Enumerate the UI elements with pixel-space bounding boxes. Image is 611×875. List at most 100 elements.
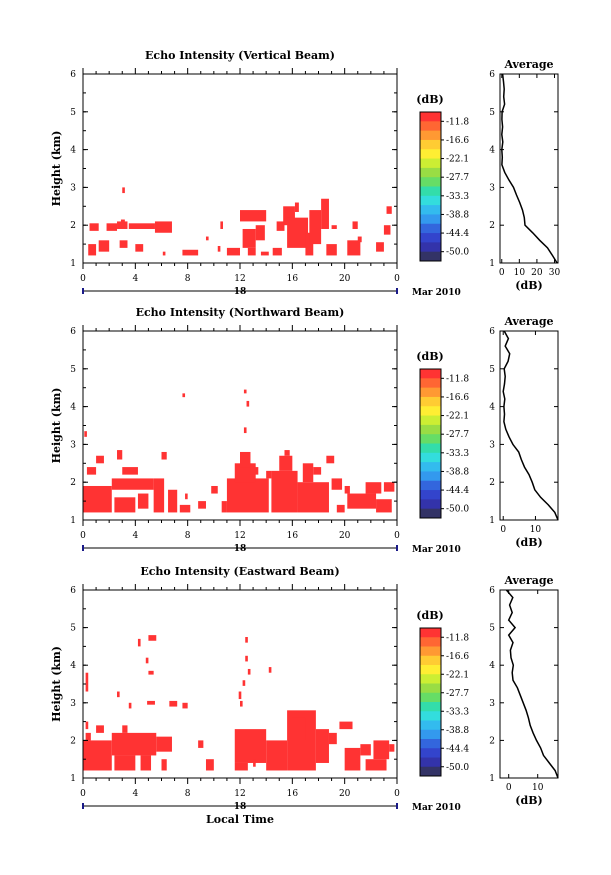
echo-cell	[89, 223, 99, 231]
echo-cell	[383, 482, 395, 492]
average-frame	[499, 330, 559, 521]
echo-cell	[240, 210, 267, 222]
echo-cell	[246, 400, 250, 407]
echo-cell	[365, 759, 387, 771]
average-y-tick-label: 6	[489, 586, 495, 596]
x-tick-label: 16	[287, 531, 299, 541]
echo-cell	[205, 759, 214, 771]
echo-cell	[198, 501, 206, 509]
y-tick-label: 5	[70, 365, 76, 375]
average-y-tick-label: 5	[489, 365, 495, 375]
colorbar-tick-label: -44.4	[446, 486, 469, 496]
echo-cell	[247, 247, 256, 256]
echo-cell	[309, 210, 322, 245]
colorbar-frame	[419, 111, 442, 262]
x-tick-label: 0	[394, 531, 400, 541]
average-title: Average	[503, 58, 553, 71]
colorbar-swatch	[420, 223, 441, 234]
echo-cell	[154, 221, 172, 233]
colorbar-swatch	[420, 233, 441, 243]
echo-cell	[217, 245, 221, 252]
average-title: Average	[503, 574, 553, 587]
echo-cell	[302, 463, 314, 483]
colorbar-tick-label: -16.6	[446, 136, 469, 146]
echo-cell	[373, 740, 390, 760]
colorbar-swatch	[420, 387, 441, 398]
echo-cell	[135, 244, 144, 252]
echo-cell	[122, 467, 138, 475]
y-tick-label: 6	[70, 70, 76, 80]
colorbar-tick-label: -11.8	[446, 633, 469, 643]
average-x-label: (dB)	[515, 536, 542, 549]
colorbar-swatch	[420, 186, 441, 197]
echo-cell	[114, 497, 136, 513]
y-tick-label: 1	[70, 774, 76, 784]
average-y-tick-label: 1	[489, 259, 495, 269]
echo-cell	[255, 225, 265, 241]
colorbar-swatch	[420, 757, 441, 768]
echo-cell	[242, 680, 246, 686]
average-y-tick-label: 4	[489, 403, 495, 413]
average-y-tick-label: 1	[489, 774, 495, 784]
colorbar-tick-label: -33.3	[446, 449, 469, 459]
average-y-tick-label: 5	[489, 108, 495, 118]
colorbar-tick-label: -50.0	[446, 505, 469, 515]
x-tick-label: 8	[185, 531, 191, 541]
colorbar-tick-label: -44.4	[446, 744, 469, 754]
average-y-tick-label: 3	[489, 699, 495, 709]
echo-cell	[297, 482, 329, 513]
x-axis-label: Local Time	[206, 813, 274, 826]
colorbar-swatch	[420, 205, 441, 215]
echo-cell	[326, 244, 337, 256]
echo-cell	[161, 451, 167, 460]
echo-cell	[120, 219, 125, 228]
echo-cell	[84, 431, 87, 437]
average-y-tick-label: 3	[489, 183, 495, 193]
echo-cell	[376, 242, 384, 252]
echo-cell	[85, 672, 89, 692]
echo-cell	[122, 725, 128, 733]
echo-cell	[147, 700, 155, 705]
echo-cell	[292, 717, 306, 741]
echo-cell	[179, 504, 191, 513]
echo-cell	[389, 744, 395, 752]
colorbar-swatch	[420, 177, 441, 187]
y-tick-label: 4	[70, 146, 76, 156]
colorbar-swatch	[420, 471, 441, 482]
echo-cell	[145, 657, 149, 664]
echo-cell	[168, 489, 178, 513]
average-y-tick-label: 4	[489, 146, 495, 156]
colorbar-tick-label: -44.4	[446, 229, 469, 239]
echo-cell	[321, 198, 329, 229]
x-tick-label: 0	[80, 789, 86, 799]
echo-cell	[328, 732, 337, 745]
colorbar-swatch	[420, 692, 441, 703]
x-tick-label: 16	[287, 789, 299, 799]
colorbar-swatch	[420, 711, 441, 721]
echo-cell	[111, 732, 157, 756]
x-tick-label: 0	[394, 274, 400, 284]
colorbar-tick-label: -27.7	[446, 173, 469, 183]
average-title: Average	[503, 315, 553, 328]
echo-cell	[339, 721, 353, 730]
echo-cell	[272, 247, 282, 256]
average-y-tick-label: 1	[489, 516, 495, 526]
x-tick-label: 4	[132, 274, 138, 284]
colorbar-tick-label: -50.0	[446, 763, 469, 773]
y-tick-label: 4	[70, 403, 76, 413]
x-tick-label: 0	[394, 789, 400, 799]
echo-cell	[357, 236, 362, 243]
echo-cell	[106, 223, 118, 231]
y-axis-label: Height (km)	[50, 388, 63, 464]
echo-cell	[376, 499, 392, 513]
echo-cell	[383, 225, 391, 235]
colorbar-swatch	[420, 729, 441, 740]
colorbar-swatch	[420, 242, 441, 253]
colorbar-swatch	[420, 490, 441, 500]
colorbar-swatch	[420, 167, 441, 178]
echo-cell	[352, 221, 358, 229]
echo-cell	[98, 240, 110, 252]
x-tick-label: 20	[339, 789, 351, 799]
y-tick-label: 3	[70, 440, 76, 450]
colorbar-swatch	[420, 628, 441, 638]
